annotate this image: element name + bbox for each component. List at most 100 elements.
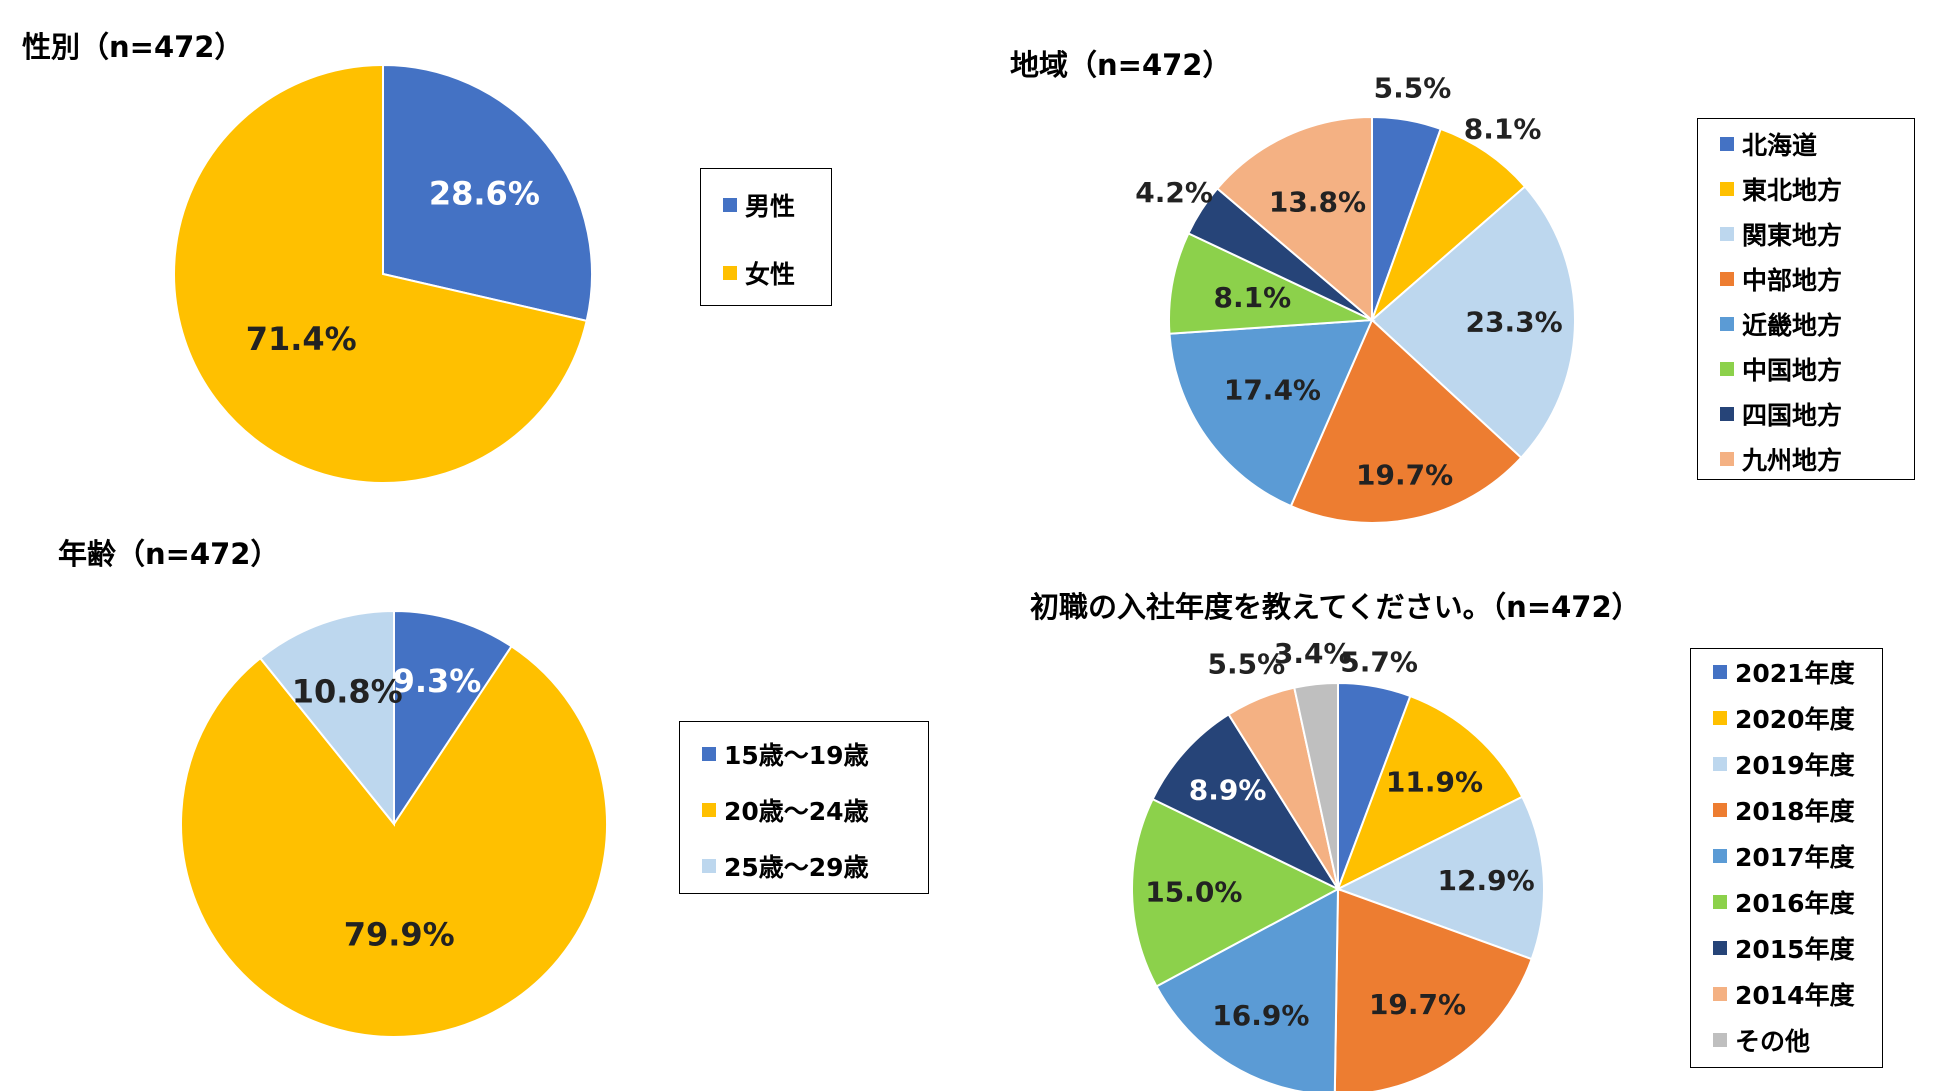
legend-item: 2018年度 — [1713, 792, 1855, 828]
legend-label: 九州地方 — [1742, 446, 1843, 475]
legend-swatch — [1720, 272, 1734, 286]
data-label: 9.3% — [393, 662, 482, 700]
data-label: 28.6% — [429, 174, 540, 212]
legend-label: 近畿地方 — [1742, 311, 1843, 340]
data-label: 5.5% — [1207, 647, 1285, 680]
legend-swatch — [1713, 987, 1727, 1001]
legend-label: 中部地方 — [1742, 266, 1843, 295]
legend-label: 2015年度 — [1735, 935, 1855, 964]
pie-slice — [1336, 694, 1524, 892]
data-label: 23.3% — [1466, 306, 1563, 339]
legend-swatch — [1713, 941, 1727, 955]
legend-label: 2016年度 — [1735, 889, 1855, 918]
legend-item: 2017年度 — [1713, 838, 1855, 874]
data-label: 15.0% — [1145, 875, 1242, 908]
data-label: 10.8% — [292, 672, 403, 710]
first-job-year-legend: 2021年度 2020年度 2019年度 2018年度 2017年度 2016年… — [1690, 648, 1883, 1068]
legend-item: 東北地方 — [1720, 171, 1842, 207]
pie-slice — [1289, 318, 1523, 524]
pie-slice — [1333, 887, 1533, 1091]
pie-slice — [1168, 318, 1374, 508]
age-chart-title: 年齢（n=472） — [58, 537, 280, 571]
legend-label: 中国地方 — [1742, 356, 1843, 385]
data-label: 16.9% — [1212, 999, 1309, 1032]
legend-label: 四国地方 — [1742, 401, 1843, 430]
legend-item: 四国地方 — [1720, 396, 1842, 432]
legend-item: 近畿地方 — [1720, 306, 1842, 342]
data-label: 13.8% — [1269, 186, 1366, 219]
legend-label: 東北地方 — [1742, 176, 1843, 205]
age-legend: 15歳～19歳 20歳～24歳 25歳～29歳 — [679, 721, 929, 894]
legend-swatch — [1713, 665, 1727, 679]
legend-item: 2020年度 — [1713, 700, 1855, 736]
legend-swatch — [1713, 849, 1727, 863]
data-label: 3.4% — [1274, 637, 1352, 670]
legend-swatch — [1720, 317, 1734, 331]
legend-item: 中部地方 — [1720, 261, 1842, 297]
legend-swatch — [1720, 362, 1734, 376]
legend-item: 2014年度 — [1713, 976, 1855, 1012]
legend-swatch — [702, 859, 716, 873]
legend-swatch — [1713, 895, 1727, 909]
pie-slice — [180, 644, 608, 1038]
legend-swatch — [702, 747, 716, 761]
legend-item: 男性 — [723, 187, 795, 223]
data-label: 17.4% — [1224, 374, 1321, 407]
gender-chart-title: 性別（n=472） — [22, 30, 244, 64]
data-label: 79.9% — [344, 916, 455, 954]
legend-item: 中国地方 — [1720, 351, 1842, 387]
pie-slice — [382, 63, 594, 323]
legend-item: 2016年度 — [1713, 884, 1855, 920]
legend-label: 2017年度 — [1735, 843, 1855, 872]
data-label: 11.9% — [1386, 765, 1483, 798]
legend-label: 女性 — [745, 260, 796, 289]
data-label: 19.7% — [1369, 988, 1466, 1021]
pie-slice — [1131, 797, 1341, 988]
legend-label: 15歳～19歳 — [724, 741, 869, 770]
legend-item: 女性 — [723, 255, 795, 291]
legend-label: その他 — [1735, 1027, 1811, 1056]
pie-slice — [1335, 795, 1545, 961]
data-label: 8.1% — [1464, 112, 1542, 145]
legend-swatch — [1720, 407, 1734, 421]
pie-slice — [1370, 185, 1576, 460]
data-label: 12.9% — [1437, 864, 1534, 897]
legend-label: 2021年度 — [1735, 659, 1855, 688]
legend-swatch — [1713, 803, 1727, 817]
region-chart-title: 地域（n=472） — [1010, 48, 1232, 82]
pie-slice — [258, 609, 395, 827]
first-job-year-chart-title: 初職の入社年度を教えてください。（n=472） — [1030, 590, 1641, 624]
region-legend: 北海道 東北地方 関東地方 中部地方 近畿地方 中国地方 四国地方 九州地方 — [1697, 118, 1915, 480]
pie-slice — [1369, 127, 1527, 324]
legend-swatch — [1713, 757, 1727, 771]
legend-swatch — [1720, 182, 1734, 196]
legend-swatch — [1713, 1033, 1727, 1047]
legend-item: 2015年度 — [1713, 930, 1855, 966]
pie-slice — [173, 63, 588, 484]
legend-item: 25歳～29歳 — [702, 848, 869, 884]
legend-item: 関東地方 — [1720, 216, 1842, 252]
legend-swatch — [1720, 227, 1734, 241]
legend-swatch — [702, 803, 716, 817]
legend-swatch — [723, 266, 737, 280]
legend-swatch — [1713, 711, 1727, 725]
legend-label: 関東地方 — [1742, 221, 1843, 250]
pie-slice — [1151, 713, 1341, 892]
gender-legend: 男性 女性 — [700, 168, 832, 306]
legend-label: 2020年度 — [1735, 705, 1855, 734]
legend-label: 北海道 — [1742, 131, 1818, 160]
legend-label: 2018年度 — [1735, 797, 1855, 826]
legend-item: 2021年度 — [1713, 654, 1855, 690]
data-label: 8.9% — [1189, 773, 1267, 806]
pie-slice — [1215, 115, 1373, 323]
data-label: 8.1% — [1213, 281, 1291, 314]
pie-slice — [1155, 887, 1340, 1091]
legend-item: 2019年度 — [1713, 746, 1855, 782]
pie-slice — [393, 609, 513, 828]
legend-item: 15歳～19歳 — [702, 736, 869, 772]
data-label: 4.2% — [1135, 176, 1213, 209]
data-label: 71.4% — [246, 320, 357, 358]
legend-label: 2014年度 — [1735, 981, 1855, 1010]
